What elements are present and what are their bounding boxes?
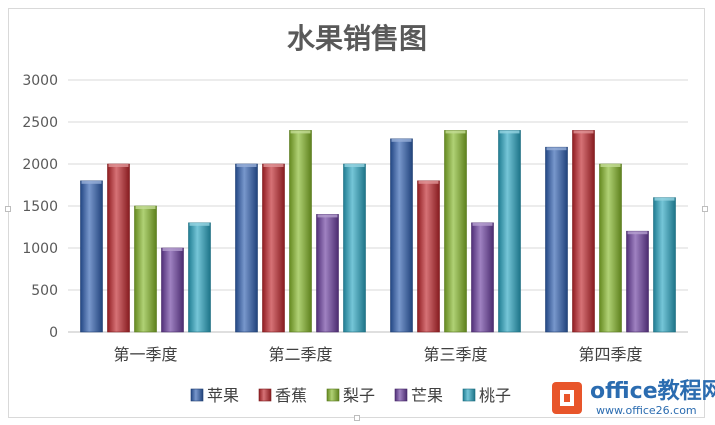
bar-苹果-第四季度[interactable]: [545, 146, 568, 333]
y-axis: 0 500 1000 1500 2000 2500 3000: [22, 73, 58, 341]
chart-title: 水果销售图: [287, 22, 427, 55]
legend: 苹果 香蕉 梨子 芒果 桃子: [190, 386, 511, 405]
bar-highlight: [344, 164, 365, 167]
bar-highlight: [418, 180, 439, 184]
x-tick-label: 第三季度: [423, 345, 487, 364]
bar-苹果-第二季度[interactable]: [235, 163, 258, 333]
bar-highlight: [445, 130, 466, 134]
legend-swatch: [258, 388, 272, 402]
legend-item[interactable]: 苹果: [190, 386, 239, 405]
bar-桃子-第二季度[interactable]: [343, 163, 366, 333]
bar-highlight: [600, 164, 621, 167]
y-tick-label: 3000: [22, 73, 58, 89]
legend-swatch: [190, 388, 204, 402]
bar-highlight: [263, 164, 284, 167]
bar-highlight: [499, 130, 520, 134]
bar-highlight: [135, 206, 156, 209]
bar-梨子-第三季度[interactable]: [444, 130, 467, 333]
legend-item[interactable]: 芒果: [394, 386, 443, 405]
y-tick-label: 1500: [22, 199, 58, 215]
bar-highlight: [573, 130, 594, 134]
legend-label: 梨子: [343, 386, 375, 405]
legend-label: 桃子: [479, 386, 511, 405]
bar-highlight: [472, 222, 493, 226]
y-tick-label: 500: [31, 283, 58, 299]
legend-swatch: [326, 388, 340, 402]
bar-highlight: [627, 231, 648, 235]
x-tick-label: 第二季度: [268, 345, 332, 364]
bar-香蕉-第四季度[interactable]: [572, 130, 595, 333]
bar-芒果-第二季度[interactable]: [316, 214, 339, 333]
legend-item[interactable]: 梨子: [326, 386, 375, 405]
x-tick-label: 第四季度: [578, 345, 642, 364]
legend-swatch: [462, 388, 476, 402]
watermark: office教程网 www.office26.com: [552, 378, 715, 417]
bar-苹果-第一季度[interactable]: [80, 180, 103, 333]
bar-香蕉-第一季度[interactable]: [107, 163, 130, 333]
office-logo-icon: [552, 382, 582, 414]
legend-swatch: [394, 388, 408, 402]
resize-handle-right[interactable]: [702, 206, 708, 212]
bar-芒果-第四季度[interactable]: [626, 230, 649, 333]
legend-label: 芒果: [411, 386, 443, 405]
bar-highlight: [290, 130, 311, 134]
bar-香蕉-第二季度[interactable]: [262, 163, 285, 333]
bar-highlight: [391, 138, 412, 142]
legend-item[interactable]: 香蕉: [258, 386, 307, 405]
watermark-brand: office教程网: [590, 378, 715, 404]
x-axis: 第一季度 第二季度 第三季度 第四季度: [113, 345, 642, 364]
bar-highlight: [236, 164, 257, 167]
x-tick-label: 第一季度: [113, 345, 177, 364]
bar-苹果-第三季度[interactable]: [390, 138, 413, 333]
y-tick-label: 0: [49, 325, 58, 341]
bar-芒果-第一季度[interactable]: [161, 247, 184, 333]
watermark-url: www.office26.com: [596, 404, 697, 417]
bar-highlight: [162, 248, 183, 251]
gridlines: [68, 79, 688, 333]
y-tick-label: 2000: [22, 157, 58, 173]
bar-梨子-第一季度[interactable]: [134, 205, 157, 333]
bars: [80, 130, 676, 333]
bar-梨子-第二季度[interactable]: [289, 130, 312, 333]
legend-label: 苹果: [207, 386, 239, 405]
y-tick-label: 2500: [22, 115, 58, 131]
bar-桃子-第四季度[interactable]: [653, 197, 676, 333]
bar-highlight: [108, 164, 129, 167]
bar-highlight: [189, 222, 210, 226]
bar-桃子-第一季度[interactable]: [188, 222, 211, 333]
legend-item[interactable]: 桃子: [462, 386, 511, 405]
bar-香蕉-第三季度[interactable]: [417, 180, 440, 333]
bar-highlight: [546, 147, 567, 151]
bar-highlight: [81, 180, 102, 184]
legend-label: 香蕉: [275, 386, 307, 405]
resize-handle-left[interactable]: [5, 206, 11, 212]
bar-桃子-第三季度[interactable]: [498, 130, 521, 333]
bar-highlight: [317, 214, 338, 218]
resize-handle-bottom[interactable]: [354, 415, 360, 421]
bar-梨子-第四季度[interactable]: [599, 163, 622, 333]
bar-highlight: [654, 197, 675, 201]
y-tick-label: 1000: [22, 241, 58, 257]
bar-芒果-第三季度[interactable]: [471, 222, 494, 333]
